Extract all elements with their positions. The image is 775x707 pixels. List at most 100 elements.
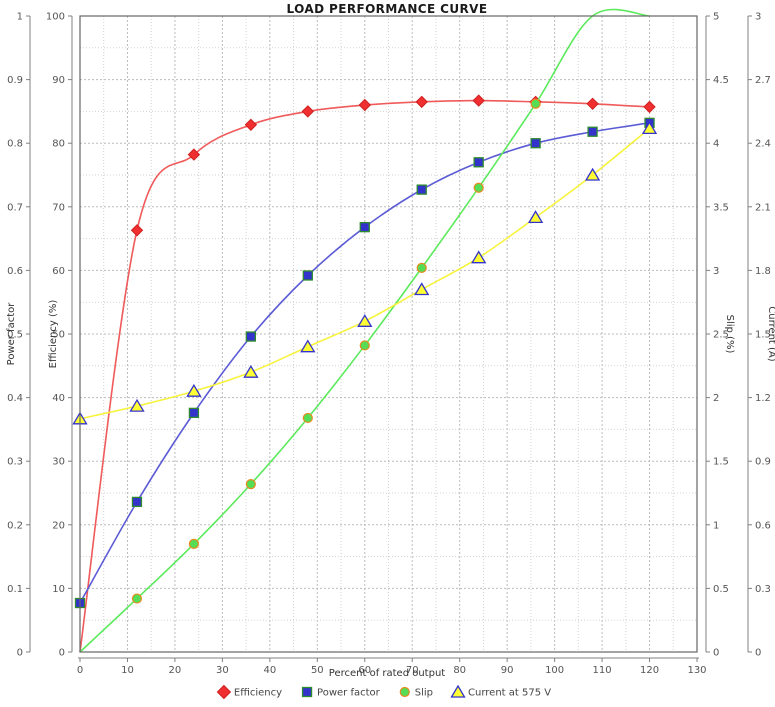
series-power-factor — [74, 117, 655, 609]
y-tick-label: 30 — [52, 457, 65, 468]
data-point-marker — [187, 148, 201, 161]
y-axis-title: Efficiency (%) — [48, 300, 59, 369]
y-tick-label: 0.2 — [7, 520, 23, 531]
y-tick-label: 20 — [52, 520, 65, 531]
series-layer — [72, 8, 658, 653]
y-tick-label: 2.1 — [755, 202, 771, 213]
data-point-marker — [358, 98, 372, 112]
data-point-marker — [359, 340, 370, 351]
chart-title: LOAD PERFORMANCE CURVE — [287, 2, 488, 16]
data-point-marker — [473, 182, 484, 193]
data-point-marker — [302, 412, 313, 424]
chart-legend: Efficiency Power factor Slip Current at 575… — [216, 684, 551, 700]
y-tick-label: 50 — [52, 330, 65, 341]
y-tick-label: 2.5 — [713, 330, 729, 341]
data-point-marker — [357, 314, 373, 327]
data-point-marker — [129, 398, 145, 412]
y-axis-title: Power factor — [6, 302, 17, 366]
data-point-marker — [584, 167, 601, 181]
x-tick-label: 60 — [358, 665, 371, 676]
x-tick-label: 70 — [406, 665, 419, 676]
y-tick-label: 60 — [52, 266, 65, 277]
y-tick-label: 1.8 — [755, 266, 771, 277]
legend-label: Current at 575 V — [468, 688, 551, 699]
x-tick-label: 110 — [593, 665, 612, 676]
y-tick-label: 3 — [713, 266, 719, 277]
data-point-marker — [244, 118, 258, 132]
y-tick-label: 0.5 — [7, 330, 23, 341]
data-point-marker — [530, 138, 541, 149]
y-tick-label: 0 — [59, 648, 65, 659]
y-tick-label: 3 — [755, 12, 761, 23]
data-point-marker — [131, 593, 143, 604]
data-point-marker — [414, 282, 430, 296]
y-tick-label: 0 — [17, 648, 23, 659]
y-tick-label: 10 — [52, 584, 65, 595]
data-point-marker — [471, 250, 487, 264]
y-tick-label: 2.7 — [755, 75, 771, 86]
y-tick-label: 1.2 — [755, 393, 771, 404]
data-point-marker — [188, 407, 200, 419]
y-tick-label: 40 — [52, 393, 65, 404]
data-point-marker — [243, 364, 259, 378]
y-tick-label: 1 — [17, 12, 23, 23]
y-tick-label: 0.5 — [713, 584, 729, 595]
data-point-marker — [359, 222, 370, 233]
x-tick-label: 100 — [545, 665, 564, 676]
y-tick-label: 0.6 — [7, 266, 23, 277]
y-tick-label: 1.5 — [755, 330, 771, 341]
y-tick-label: 0.4 — [7, 393, 23, 404]
data-point-marker — [416, 184, 427, 195]
x-tick-label: 30 — [216, 665, 229, 676]
x-tick-label: 130 — [687, 665, 706, 676]
data-point-marker — [586, 97, 599, 111]
y-tick-label: 0.3 — [755, 584, 771, 595]
y-tick-label: 90 — [52, 75, 65, 86]
data-point-marker — [527, 210, 544, 224]
y-tick-label: 100 — [46, 12, 65, 23]
legend-label: Power factor — [317, 688, 381, 699]
data-point-marker — [530, 98, 541, 109]
data-point-marker — [643, 100, 656, 114]
series-line — [79, 127, 651, 420]
x-tick-label: 50 — [311, 665, 324, 676]
y-tick-label: 0.6 — [755, 520, 771, 531]
legend-label: Slip — [415, 688, 433, 699]
axes-layer: 0 10 20 30 40 50 60 70 80 90 100 110 120 13000.10.20.… — [6, 12, 775, 677]
y-axis-title: Slip (%) — [724, 315, 735, 354]
x-tick-label: 10 — [121, 665, 134, 676]
y-axis-title: Current (A) — [766, 306, 775, 361]
data-point-marker — [130, 224, 144, 237]
y-tick-label: 0.8 — [7, 139, 23, 150]
x-axis-title: Percent of rated output — [329, 668, 446, 679]
y-tick-label: 0.9 — [755, 457, 771, 468]
legend-marker-diamond-icon — [216, 684, 232, 700]
data-point-marker — [472, 94, 485, 107]
y-tick-label: 0.3 — [7, 457, 23, 468]
x-tick-label: 80 — [453, 665, 466, 676]
x-tick-label: 0 — [77, 665, 83, 676]
series-current-at-575-v — [72, 121, 658, 425]
y-tick-label: 3.5 — [713, 202, 729, 213]
data-point-marker — [188, 538, 200, 549]
series-slip — [79, 8, 650, 653]
data-point-marker — [415, 95, 428, 109]
legend-label: Efficiency — [234, 688, 282, 699]
legend-marker-square-icon — [301, 686, 313, 698]
data-point-marker — [641, 121, 658, 135]
y-tick-label: 4.5 — [713, 75, 729, 86]
data-point-marker — [587, 126, 598, 137]
data-point-marker — [245, 331, 257, 342]
y-tick-label: 80 — [52, 139, 65, 150]
x-tick-label: 120 — [640, 665, 659, 676]
x-tick-label: 20 — [169, 665, 182, 676]
data-point-marker — [300, 339, 316, 353]
legend-marker-triangle-icon — [450, 684, 466, 698]
x-tick-label: 90 — [501, 665, 514, 676]
y-tick-label: 70 — [52, 202, 65, 213]
y-tick-label: 1 — [713, 520, 719, 531]
y-tick-label: 0.9 — [7, 75, 23, 86]
data-point-marker — [416, 262, 427, 273]
